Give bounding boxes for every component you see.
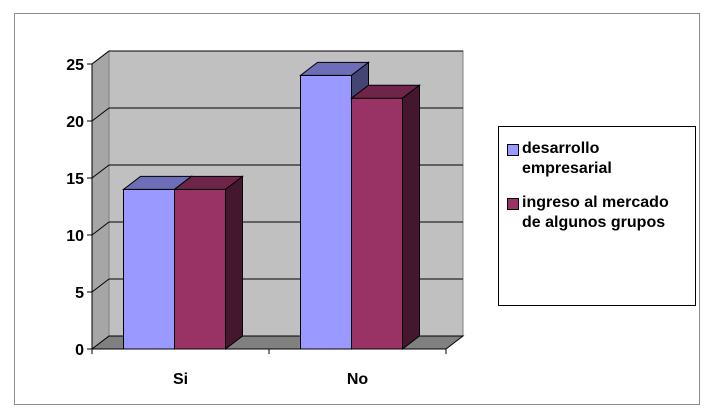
gridline-side: [91, 107, 110, 122]
gridline-side: [91, 278, 110, 293]
legend-item-ingreso: ingreso al mercado de algunos grupos: [507, 193, 689, 233]
legend-item-desarrollo: desarrollo empresarial: [507, 139, 689, 179]
bar-2-si: [174, 188, 226, 350]
y-tick-label: 25: [66, 57, 84, 74]
bar-1-si: [123, 188, 175, 350]
bar-1-no: [300, 74, 352, 350]
gridline-side: [91, 50, 110, 65]
bar-side: [402, 84, 420, 351]
x-tick-label: No: [347, 371, 369, 388]
y-tick-label: 0: [75, 342, 84, 359]
x-tick-label: Si: [173, 371, 188, 388]
y-tick-label: 10: [66, 228, 84, 245]
side-wall: [91, 49, 110, 351]
gridline-side: [91, 221, 110, 236]
legend: desarrollo empresarial ingreso al mercad…: [498, 126, 696, 306]
y-tick-label: 20: [66, 114, 84, 131]
y-tick-label: 5: [75, 285, 84, 302]
legend-swatch-ingreso: [507, 198, 519, 210]
bar-side: [225, 175, 243, 351]
y-tick-label: 15: [66, 171, 84, 188]
legend-label-desarrollo: desarrollo empresarial: [522, 140, 612, 177]
legend-swatch-desarrollo: [507, 144, 519, 156]
gridline-side: [91, 164, 110, 179]
legend-label-ingreso: ingreso al mercado de algunos grupos: [522, 194, 669, 231]
bar-2-no: [351, 97, 403, 350]
